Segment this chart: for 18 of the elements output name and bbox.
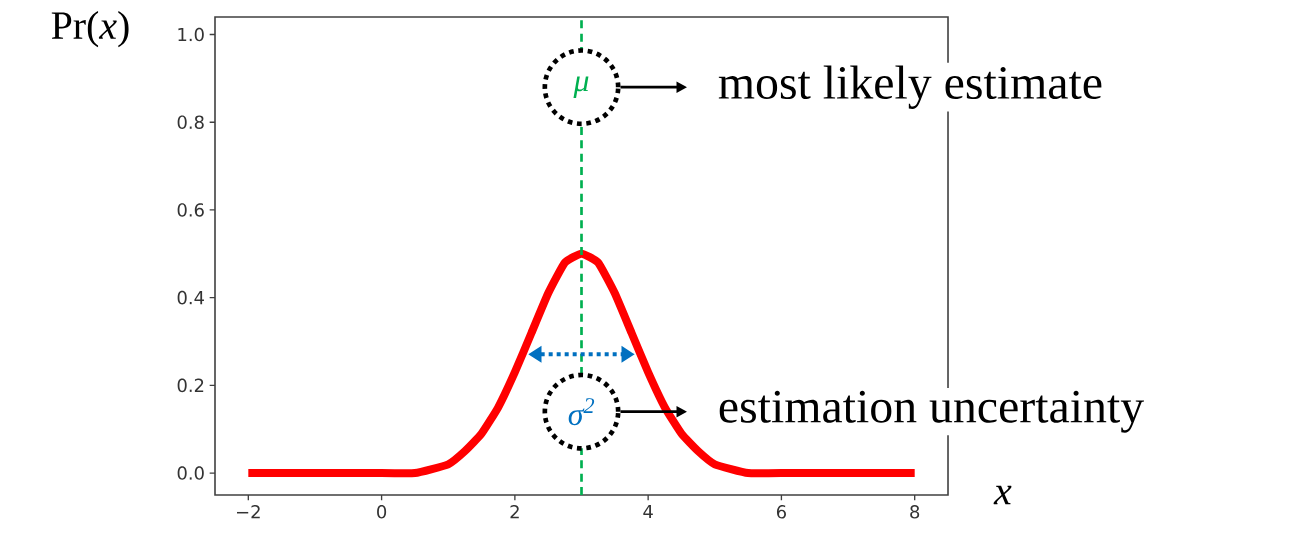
x-tick-label: 2 (510, 505, 519, 519)
annotation: μ (573, 76, 589, 98)
x-tick-label: −2 (237, 505, 260, 519)
annotation: most likely estimate (718, 65, 1102, 109)
y-tick-label: 0.4 (177, 290, 204, 305)
y-axis-title: Pr(x) (51, 11, 129, 48)
x-tick-label: 0 (377, 505, 387, 519)
annotation: estimation uncertainty (719, 390, 1144, 433)
x-tick-label: 8 (910, 505, 920, 519)
x-tick-label: 6 (776, 505, 786, 519)
x-tick-label: 4 (643, 505, 653, 519)
annotation: σ$^{2}$ (568, 398, 595, 426)
y-tick-label: 0.8 (177, 115, 204, 130)
y-tick-label: 0.0 (177, 466, 204, 480)
y-tick-label: 0.6 (177, 203, 204, 217)
x-axis-title: x (993, 485, 1012, 505)
y-tick-label: 0.2 (177, 378, 204, 393)
y-tick-label: 1.0 (178, 27, 204, 42)
